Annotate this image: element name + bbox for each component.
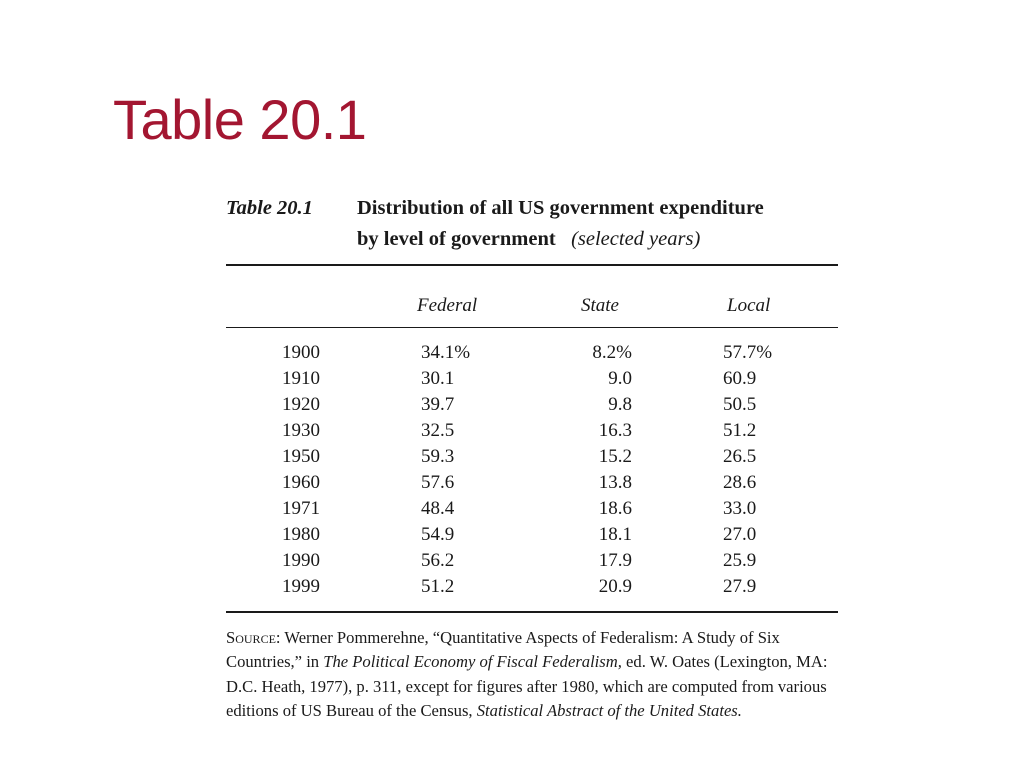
cell-local: 28.6 (723, 472, 757, 493)
table-label: Table 20.1 (226, 197, 313, 219)
cell-federal: 48.4 (421, 498, 455, 519)
source-text-1: Werner Pommerehne, “Quantitative Aspects… (226, 628, 780, 672)
table-caption: Table 20.1 Distribution of all US govern… (226, 188, 838, 255)
cell-year: 1971 (282, 498, 320, 519)
table-row: 1990 56.2 17.9 25.9 (226, 550, 838, 576)
cell-federal: 57.6 (421, 472, 455, 493)
cell-year: 1910 (282, 368, 320, 389)
table-row: 1900 34.1% 8.2% 57.7% (226, 342, 838, 368)
caption-line-2-text: by level of government (357, 228, 556, 250)
header-state: State (581, 295, 619, 316)
table-row: 1971 48.4 18.6 33.0 (226, 498, 838, 524)
top-rule (226, 264, 838, 266)
cell-state: 9.0 (608, 368, 632, 389)
caption-qualifier: (selected years) (571, 228, 701, 250)
cell-year: 1900 (282, 342, 320, 363)
column-headers: Federal State Local (226, 266, 838, 327)
table-row: 1930 32.5 16.3 51.2 (226, 420, 838, 446)
cell-state: 8.2% (592, 342, 632, 363)
header-local: Local (727, 295, 771, 316)
cell-state: 18.1 (598, 524, 632, 545)
source-text-2: ed. W. Oates (Lexington, MA: D.C. Heath,… (226, 652, 828, 721)
cell-year: 1980 (282, 524, 320, 545)
cell-state: 20.9 (598, 576, 632, 597)
cell-federal: 30.1 (421, 368, 455, 389)
cell-local: 27.9 (723, 576, 757, 597)
cell-federal: 34.1% (421, 342, 471, 363)
cell-year: 1930 (282, 420, 320, 441)
header-federal: Federal (417, 295, 478, 316)
table-row: 1980 54.9 18.1 27.0 (226, 524, 838, 550)
cell-local: 25.9 (723, 550, 757, 571)
source-label: Source: (226, 628, 281, 647)
cell-local: 60.9 (723, 368, 757, 389)
cell-year: 1999 (282, 576, 320, 597)
cell-federal: 56.2 (421, 550, 455, 571)
source-publication: Statistical Abstract of the United State… (476, 701, 742, 721)
cell-state: 17.9 (598, 550, 632, 571)
table-row: 1920 39.7 9.8 50.5 (226, 394, 838, 420)
cell-year: 1960 (282, 472, 320, 493)
cell-local: 57.7% (723, 342, 773, 363)
cell-federal: 59.3 (421, 446, 455, 467)
cell-year: 1990 (282, 550, 320, 571)
caption-line-2: by level of government (selected years) (357, 224, 764, 255)
cell-local: 51.2 (723, 420, 757, 441)
cell-state: 18.6 (598, 498, 632, 519)
cell-state: 13.8 (598, 472, 632, 493)
cell-state: 16.3 (598, 420, 632, 441)
table-row: 1960 57.6 13.8 28.6 (226, 472, 838, 498)
cell-local: 26.5 (723, 446, 757, 467)
table-body: 1900 34.1% 8.2% 57.7% 1910 30.1 9.0 60.9 1920 39.… (226, 328, 838, 611)
caption-line-1: Distribution of all US government expend… (357, 197, 764, 219)
cell-year: 1920 (282, 394, 320, 415)
cell-federal: 51.2 (421, 576, 455, 597)
cell-federal: 32.5 (421, 420, 455, 441)
cell-local: 50.5 (723, 394, 757, 415)
source-note: Source: Werner Pommerehne, “Quantitative… (226, 613, 838, 724)
table-row: 1950 59.3 15.2 26.5 (226, 446, 838, 472)
cell-local: 33.0 (723, 498, 757, 519)
slide-title: Table 20.1 (113, 88, 367, 151)
source-book-title: The Political Economy of Fiscal Federali… (323, 652, 622, 672)
bottom-rule (226, 611, 838, 613)
table-image: Table 20.1 Distribution of all US govern… (226, 188, 838, 724)
cell-federal: 54.9 (421, 524, 455, 545)
cell-local: 27.0 (723, 524, 757, 545)
cell-federal: 39.7 (421, 394, 455, 415)
cell-state: 9.8 (608, 394, 632, 415)
table-row: 1910 30.1 9.0 60.9 (226, 368, 838, 394)
header-rule (226, 327, 838, 328)
table-caption-text: Distribution of all US government expend… (357, 193, 764, 255)
table-row: 1999 51.2 20.9 27.9 (226, 576, 838, 602)
cell-state: 15.2 (598, 446, 632, 467)
cell-year: 1950 (282, 446, 320, 467)
